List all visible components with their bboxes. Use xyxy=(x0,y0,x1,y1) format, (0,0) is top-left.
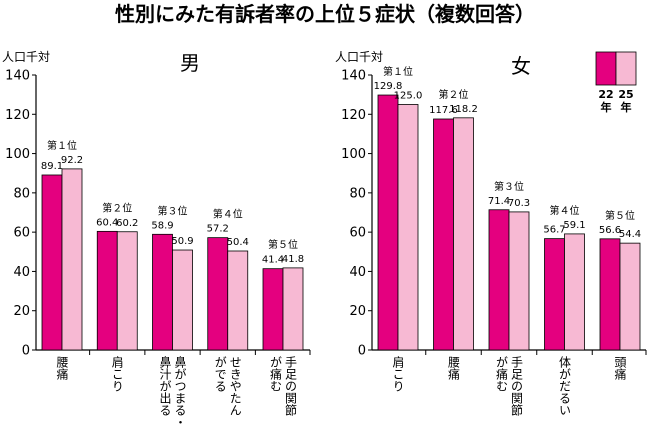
y-tick-label: 60 xyxy=(349,226,366,241)
y-tick-label: 100 xyxy=(5,147,30,162)
category-label: 頭痛 xyxy=(613,356,627,381)
category-label: せきやたん xyxy=(228,356,242,416)
bar-female-4-0 xyxy=(599,238,621,351)
y-tick-label: 80 xyxy=(349,186,366,201)
bar-male-3-1 xyxy=(227,250,249,351)
y-tick-label: 20 xyxy=(349,304,366,319)
y-tick-label: 40 xyxy=(13,265,30,280)
rank-label: 第４位 xyxy=(213,208,243,221)
legend-label: 25 年 xyxy=(618,88,633,114)
bar-male-4-0 xyxy=(262,268,284,351)
bar-male-0-1 xyxy=(61,168,83,351)
legend-label: 22 年 xyxy=(598,88,613,114)
bar-male-3-0 xyxy=(207,237,229,351)
rank-label: 第２位 xyxy=(439,88,469,101)
bar-male-0-0 xyxy=(41,174,63,351)
category-label: 腰痛 xyxy=(447,356,461,381)
bar-value-label: 59.1 xyxy=(563,220,585,231)
rank-label: 第５位 xyxy=(605,209,635,222)
bar-value-label: 70.3 xyxy=(508,198,530,209)
bar-female-4-1 xyxy=(619,242,641,351)
rank-label: 第２位 xyxy=(102,201,132,214)
y-tick-label: 20 xyxy=(13,304,30,319)
y-tick-label: 40 xyxy=(349,265,366,280)
bar-female-1-0 xyxy=(433,118,454,351)
bar-male-1-0 xyxy=(96,230,118,351)
rank-label: 第１位 xyxy=(383,65,413,78)
bar-value-label: 56.7 xyxy=(543,225,565,236)
bar-value-label: 50.9 xyxy=(171,236,193,247)
y-tick-label: 120 xyxy=(5,108,30,123)
bar-value-label: 129.8 xyxy=(374,81,403,92)
panel-title: 男 xyxy=(180,51,200,75)
bar-value-label: 117.6 xyxy=(429,105,458,116)
bar-value-label: 92.2 xyxy=(61,155,83,166)
y-tick-label: 120 xyxy=(341,108,366,123)
legend-swatch xyxy=(615,51,637,86)
category-label: 手足の関節 xyxy=(284,356,298,416)
bar-value-label: 60.4 xyxy=(96,217,118,228)
bar-value-label: 41.8 xyxy=(282,254,304,265)
y-tick-label: 0 xyxy=(358,344,366,359)
bar-male-2-1 xyxy=(172,249,193,351)
category-label: 鼻汁が出る xyxy=(158,355,172,416)
bar-value-label: 56.6 xyxy=(599,225,621,236)
bar-value-label: 89.1 xyxy=(41,161,63,172)
bar-male-4-1 xyxy=(282,267,304,351)
bar-value-label: 125.0 xyxy=(394,90,423,101)
y-tick-label: 80 xyxy=(13,186,30,201)
y-tick-label: 140 xyxy=(5,69,30,84)
category-label: 体がだるい xyxy=(558,356,572,416)
category-label: が痛む xyxy=(495,356,509,392)
bar-value-label: 57.2 xyxy=(207,224,229,235)
bar-female-0-0 xyxy=(377,94,399,351)
panel-title: 女 xyxy=(511,54,531,78)
category-label: 鼻がつまる・ xyxy=(173,355,187,428)
y-tick-label: 140 xyxy=(341,69,366,84)
rank-label: 第５位 xyxy=(268,238,298,251)
y-tick-label: 60 xyxy=(13,226,30,241)
bar-female-2-1 xyxy=(508,211,530,351)
y-axis-label: 人口千対 xyxy=(335,50,383,64)
rank-label: 第３位 xyxy=(158,204,188,217)
rank-label: 第１位 xyxy=(47,139,77,152)
bar-value-label: 58.9 xyxy=(151,220,173,231)
bar-female-2-0 xyxy=(488,209,510,351)
bar-value-label: 41.4 xyxy=(262,255,284,266)
bar-female-0-1 xyxy=(397,104,419,351)
bar-female-3-1 xyxy=(564,233,585,351)
rank-label: 第４位 xyxy=(550,204,580,217)
bar-value-label: 71.4 xyxy=(488,196,510,207)
category-label: が痛む xyxy=(269,356,283,392)
category-label: 肩こり xyxy=(391,355,405,392)
legend-swatch xyxy=(595,51,617,86)
chart-title: 性別にみた有訴者率の上位５症状（複数回答） xyxy=(115,2,535,26)
legend: 22 年 25 年 xyxy=(595,51,637,114)
bar-male-1-1 xyxy=(116,231,138,351)
y-tick-label: 0 xyxy=(22,344,30,359)
category-label: 腰痛 xyxy=(55,356,69,381)
rank-label: 第３位 xyxy=(494,180,524,193)
bar-value-label: 50.4 xyxy=(227,237,249,248)
bar-female-3-0 xyxy=(544,238,565,351)
bar-male-2-0 xyxy=(152,233,173,351)
y-tick-label: 100 xyxy=(341,147,366,162)
bar-female-1-1 xyxy=(453,117,474,351)
category-label: 肩こり xyxy=(110,355,124,392)
category-label: 手足の関節 xyxy=(510,356,524,416)
bar-value-label: 118.2 xyxy=(449,104,478,115)
y-axis-label: 人口千対 xyxy=(2,50,50,64)
bar-value-label: 54.4 xyxy=(619,229,641,240)
bar-value-label: 60.2 xyxy=(116,218,138,229)
category-label: がでる xyxy=(213,356,227,392)
